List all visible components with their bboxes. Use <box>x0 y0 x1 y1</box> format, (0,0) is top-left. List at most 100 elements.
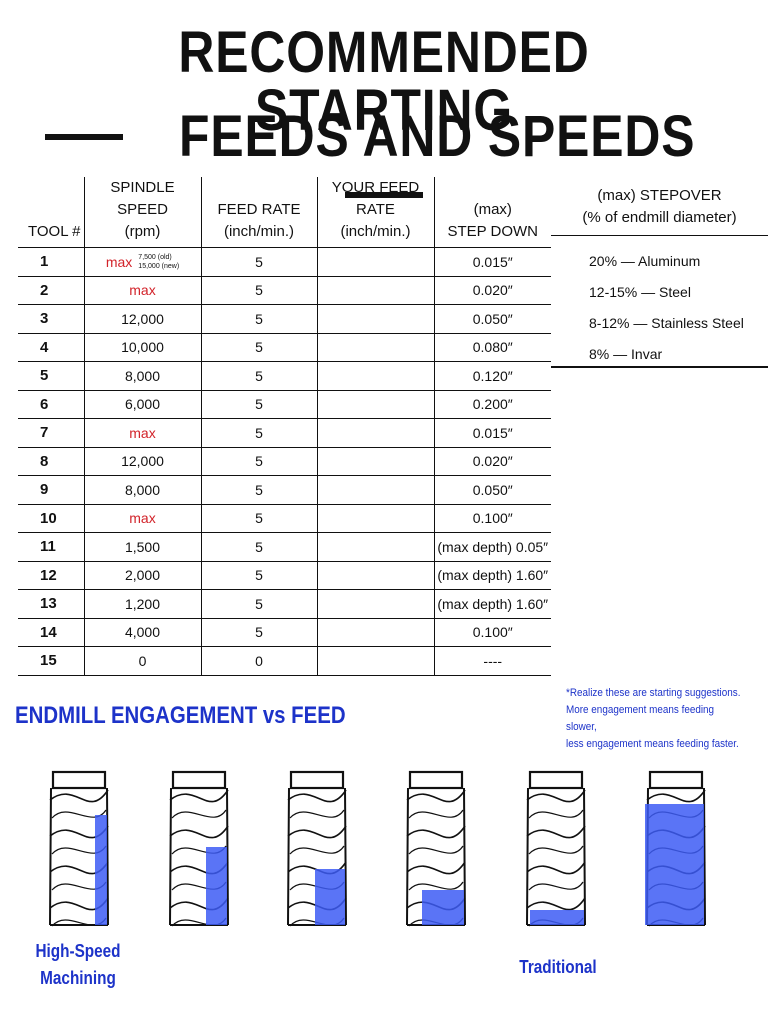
endmill-diagram <box>287 770 347 927</box>
feed-rate-cell: 5 <box>200 561 317 590</box>
tool-number-cell: 1 <box>18 247 84 277</box>
table-row: 8 12,000 5 0.020″ <box>18 447 551 476</box>
your-feed-rate-cell <box>316 390 434 419</box>
endmill-flute-edge <box>408 809 464 819</box>
step-down-cell: (max depth) 0.05″ <box>433 532 551 562</box>
header-feed-rate: FEED RATE (inch/min.) <box>200 177 317 248</box>
feed-rate-cell: 5 <box>200 589 317 619</box>
title-rule-left <box>44 133 123 140</box>
spindle-speed-cell: 1,200 <box>83 589 201 619</box>
spindle-speed-cell: 8,000 <box>83 361 201 391</box>
spindle-speed-cell: 1,500 <box>83 532 201 562</box>
header-step-down: (max) STEP DOWN <box>433 177 551 248</box>
table-row: 6 6,000 5 0.200″ <box>18 390 551 419</box>
header-tool: TOOL # <box>18 177 84 248</box>
endmill-shank <box>408 770 464 790</box>
endmill-flute <box>526 897 586 911</box>
your-feed-rate-cell <box>316 333 434 362</box>
feed-rate-cell: 5 <box>200 247 317 277</box>
your-feed-rate-cell <box>316 475 434 505</box>
endmill-diagram <box>406 770 466 927</box>
endmill-flute <box>49 789 109 803</box>
your-feed-rate-cell <box>316 304 434 334</box>
table-row: 1 max 7,500 (old) 15,000 (new) 5 0.015″ <box>18 247 551 277</box>
spindle-max-label: max <box>105 253 133 270</box>
feed-rate-cell: 5 <box>200 504 317 533</box>
step-down-cell: 0.015″ <box>433 247 551 277</box>
endmill-flute-edge <box>528 845 584 855</box>
page-title-line2: FEEDS AND SPEEDS <box>0 108 768 224</box>
your-feed-rate-cell <box>316 276 434 305</box>
stepover-item: 12-15% — Steel <box>589 284 691 300</box>
endmill-flute <box>406 789 466 803</box>
endmill-flute <box>526 789 586 803</box>
step-down-cell: 0.050″ <box>433 304 551 334</box>
spindle-max-label: max <box>129 510 156 527</box>
feed-rate-cell: 5 <box>200 532 317 562</box>
spindle-speed-cell: max <box>83 276 201 305</box>
tool-number-cell: 11 <box>18 532 84 562</box>
endmill-flute-edge <box>408 881 464 891</box>
your-feed-rate-cell <box>316 589 434 619</box>
tool-number-cell: 5 <box>18 361 84 391</box>
table-row: 11 1,500 5 (max depth) 0.05″ <box>18 532 551 562</box>
endmill-flute-edge <box>171 809 227 819</box>
engagement-highlight <box>95 815 107 925</box>
stepover-panel: (max) STEPOVER (% of endmill diameter) 20… <box>551 177 768 368</box>
feeds-speeds-table: TOOL # SPINDLE SPEED (rpm) FEED RATE (inch… <box>18 177 551 676</box>
endmill-flute <box>287 789 347 803</box>
table-row: 13 1,200 5 (max depth) 1.60″ <box>18 589 551 619</box>
tool-number-cell: 10 <box>18 504 84 533</box>
tool-number-cell: 8 <box>18 447 84 476</box>
endmill-flute <box>526 861 586 875</box>
feed-rate-cell: 5 <box>200 618 317 647</box>
tool-number-cell: 12 <box>18 561 84 590</box>
your-feed-rate-cell <box>316 646 434 676</box>
your-feed-rate-cell <box>316 418 434 448</box>
table-row: 4 10,000 5 0.080″ <box>18 333 551 362</box>
endmill-diagrams <box>49 770 706 927</box>
engagement-highlight <box>315 869 345 925</box>
tool-number-cell: 6 <box>18 390 84 419</box>
endmill-shank <box>528 770 584 790</box>
your-feed-rate-cell <box>316 361 434 391</box>
table-row: 3 12,000 5 0.050″ <box>18 304 551 334</box>
your-feed-rate-cell <box>316 504 434 533</box>
feed-rate-cell: 5 <box>200 475 317 505</box>
endmill-flute <box>646 789 706 803</box>
step-down-cell: 0.050″ <box>433 475 551 505</box>
endmill-diagram <box>169 770 229 927</box>
engagement-highlight <box>530 910 584 925</box>
tool-number-cell: 13 <box>18 589 84 619</box>
spindle-speed-cell: max <box>83 504 201 533</box>
feed-rate-cell: 5 <box>200 447 317 476</box>
endmill-flute-edge <box>528 881 584 891</box>
endmill-flute <box>169 789 229 803</box>
endmill-flute-edge <box>289 809 345 819</box>
step-down-cell: ---- <box>433 646 551 676</box>
your-feed-rate-cell <box>316 618 434 647</box>
your-feed-rate-cell <box>316 447 434 476</box>
step-down-cell: 0.200″ <box>433 390 551 419</box>
step-down-cell: 0.080″ <box>433 333 551 362</box>
spindle-speed-cell: max 7,500 (old) 15,000 (new) <box>83 247 201 277</box>
endmill-flute <box>287 825 347 839</box>
your-feed-rate-cell <box>316 532 434 562</box>
endmill-diagram <box>49 770 109 927</box>
endmill-flute-edge <box>51 809 107 819</box>
stepover-item: 8-12% — Stainless Steel <box>589 315 744 331</box>
spindle-speed-cell: 10,000 <box>83 333 201 362</box>
your-feed-rate-cell <box>316 247 434 277</box>
your-feed-rate-cell <box>316 561 434 590</box>
endmill-diagram <box>645 770 706 927</box>
feed-rate-cell: 5 <box>200 304 317 334</box>
table-row: 10 max 5 0.100″ <box>18 504 551 533</box>
spindle-max-label: max <box>129 282 156 299</box>
spindle-max-label: max <box>129 424 156 441</box>
table-row: 14 4,000 5 0.100″ <box>18 618 551 647</box>
feed-rate-cell: 5 <box>200 333 317 362</box>
tool-number-cell: 7 <box>18 418 84 448</box>
feed-rate-cell: 5 <box>200 361 317 391</box>
spindle-speed-cell: 4,000 <box>83 618 201 647</box>
stepover-header: (max) STEPOVER (% of endmill diameter) <box>551 177 768 236</box>
